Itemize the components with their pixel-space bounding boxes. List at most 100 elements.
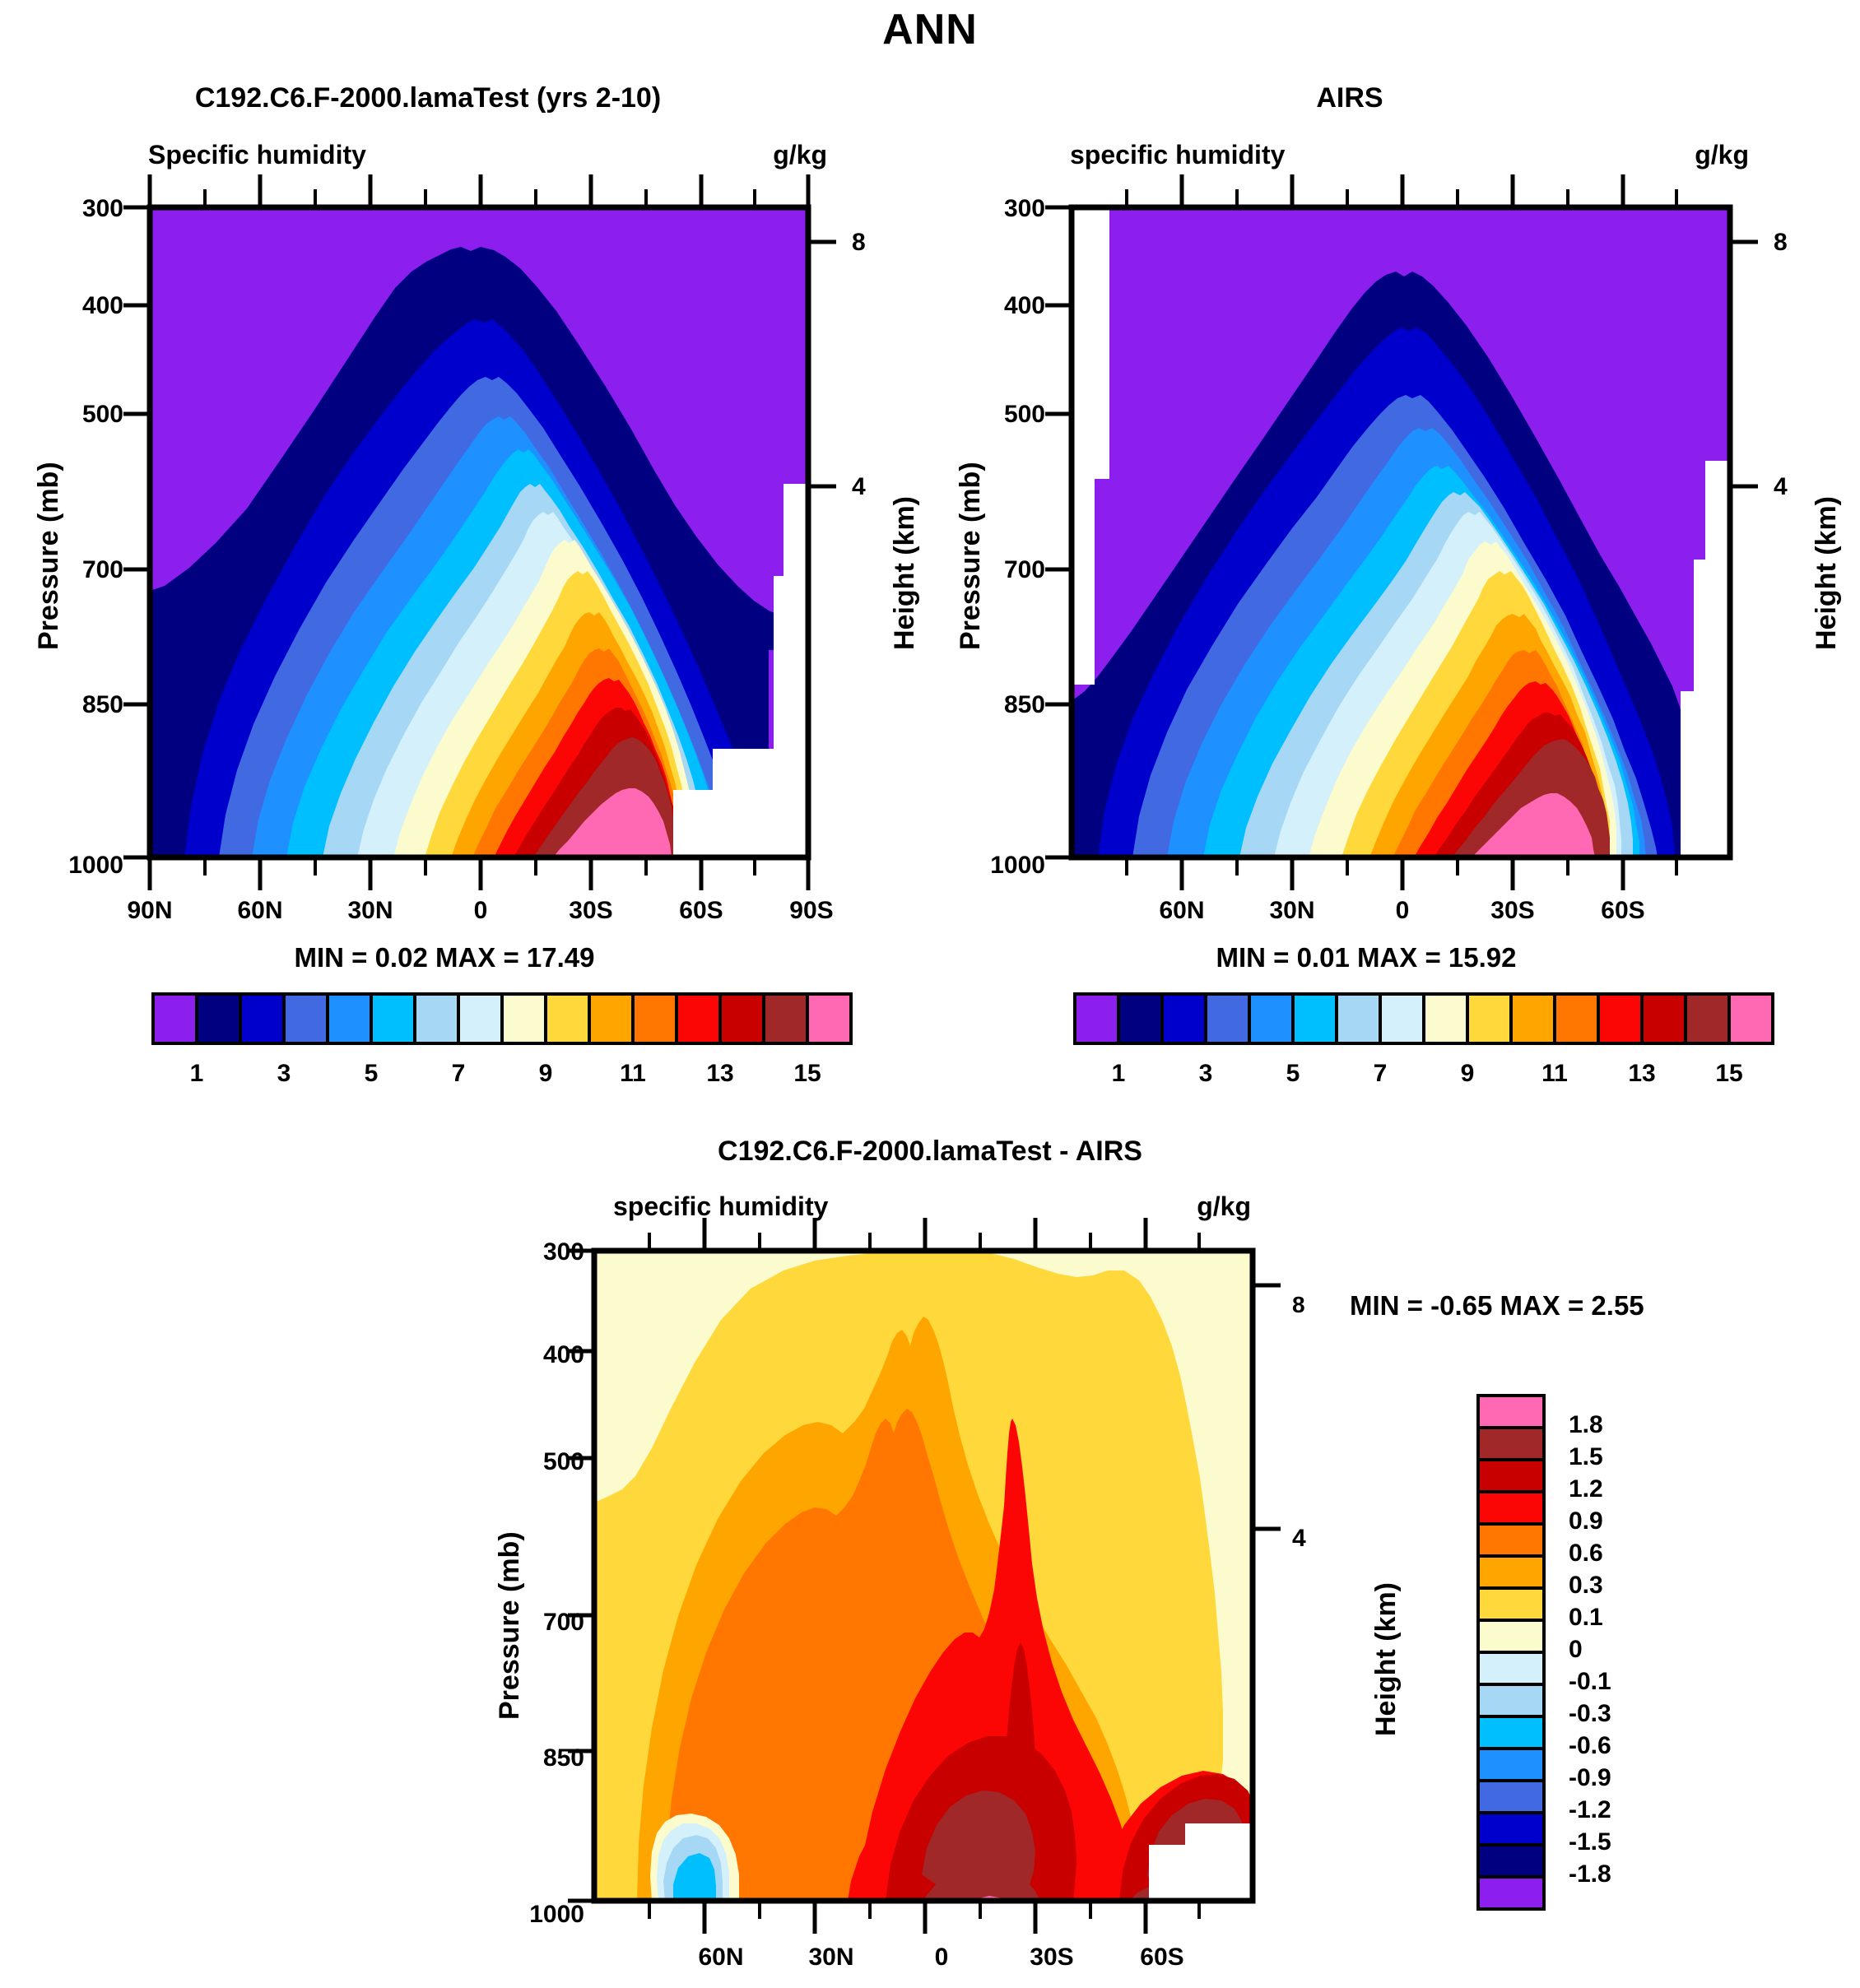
colorbar-swatch[interactable] <box>1476 1426 1546 1461</box>
obs-variable-label: specific humidity <box>1070 140 1286 170</box>
model-contour-plot <box>123 174 836 890</box>
diff-contour-fills <box>594 1251 1253 1901</box>
colorbar-swatch[interactable] <box>1379 992 1425 1045</box>
colorbar-ticklabel: 1 <box>1111 1060 1126 1087</box>
model-axis-ticks <box>123 174 836 890</box>
colorbar-swatch[interactable] <box>675 992 722 1045</box>
colorbar-ticklabel: 13 <box>706 1060 734 1087</box>
colorbar-ticklabel: 13 <box>1628 1060 1656 1087</box>
model-ytick-400: 400 <box>81 292 123 319</box>
diff-ytick-right-4: 4 <box>1292 1525 1306 1552</box>
colorbar-swatch[interactable] <box>806 992 853 1045</box>
model-panel-title: C192.C6.F-2000.lamaTest (yrs 2-10) <box>194 82 662 114</box>
colorbar-ticklabel: 3 <box>277 1060 291 1087</box>
colorbar-ticklabel: 0.6 <box>1569 1540 1603 1567</box>
colorbar-swatch[interactable] <box>718 992 765 1045</box>
colorbar-swatch[interactable] <box>239 992 286 1045</box>
diff-contour-plot <box>568 1218 1281 1934</box>
colorbar-swatch[interactable] <box>1476 1586 1546 1622</box>
colorbar-swatch[interactable] <box>1476 1811 1546 1846</box>
obs-panel-title: AIRS <box>1316 82 1383 114</box>
colorbar-swatch[interactable] <box>1117 992 1164 1045</box>
colorbar-swatch[interactable] <box>1422 992 1469 1045</box>
diff-units-label: g/kg <box>1197 1191 1251 1221</box>
colorbar-ticklabel: 1 <box>189 1060 204 1087</box>
colorbar-ticklabel: 0.3 <box>1569 1572 1603 1599</box>
colorbar-swatch[interactable] <box>1553 992 1600 1045</box>
colorbar-ticklabel: 11 <box>1541 1060 1568 1087</box>
model-units-label: g/kg <box>773 140 827 170</box>
diff-xtick-60N: 60N <box>698 1944 744 1971</box>
obs-ytick-400: 400 <box>1003 292 1045 319</box>
obs-ytick-right-8: 8 <box>1774 229 1788 256</box>
model-xtick-30S: 30S <box>569 897 613 924</box>
colorbar-swatch[interactable] <box>1291 992 1338 1045</box>
colorbar-swatch[interactable] <box>1204 992 1251 1045</box>
colorbar-swatch[interactable] <box>1684 992 1731 1045</box>
obs-ytick-1000: 1000 <box>990 852 1045 879</box>
colorbar-swatch[interactable] <box>1476 1522 1546 1558</box>
colorbar-swatch[interactable] <box>1476 1394 1546 1429</box>
colorbar-swatch[interactable] <box>544 992 591 1045</box>
colorbar-swatch[interactable] <box>1476 1458 1546 1493</box>
colorbar-swatch[interactable] <box>151 992 198 1045</box>
colorbar-swatch[interactable] <box>370 992 416 1045</box>
diff-ytick-500: 500 <box>542 1448 584 1475</box>
colorbar-swatch[interactable] <box>1248 992 1295 1045</box>
colorbar-swatch[interactable] <box>1597 992 1644 1045</box>
colorbar-swatch[interactable] <box>631 992 678 1045</box>
colorbar-swatch[interactable] <box>1073 992 1120 1045</box>
colorbar-ticklabel: 3 <box>1198 1060 1213 1087</box>
diff-panel-title: C192.C6.F-2000.lamaTest - AIRS <box>718 1136 1142 1167</box>
diff-axis-ticks <box>568 1218 1281 1934</box>
diff-ytick-1000: 1000 <box>529 1901 584 1928</box>
colorbar-swatch[interactable] <box>1476 1619 1546 1654</box>
colorbar-ticklabel: 9 <box>1460 1060 1475 1087</box>
colorbar-swatch[interactable] <box>1476 1843 1546 1879</box>
colorbar-swatch[interactable] <box>326 992 373 1045</box>
colorbar-swatch[interactable] <box>1476 1651 1546 1686</box>
colorbar-swatch[interactable] <box>1476 1715 1546 1750</box>
diff-colorbar[interactable] <box>1473 1391 1580 1917</box>
diff-xtick-60S: 60S <box>1140 1944 1184 1971</box>
diff-ytick-right-8: 8 <box>1292 1292 1305 1317</box>
colorbar-swatch[interactable] <box>1727 992 1774 1045</box>
model-ytick-700: 700 <box>81 556 123 583</box>
model-ytick-1000: 1000 <box>68 852 123 879</box>
colorbar-swatch[interactable] <box>1476 1779 1546 1814</box>
colorbar-ticklabel: 5 <box>1286 1060 1300 1087</box>
colorbar-swatch[interactable] <box>195 992 242 1045</box>
colorbar-ticklabel: 11 <box>620 1060 646 1087</box>
obs-colorbar[interactable] <box>1073 992 1774 1045</box>
colorbar-swatch[interactable] <box>1509 992 1556 1045</box>
colorbar-swatch[interactable] <box>1335 992 1382 1045</box>
colorbar-ticklabel: -1.2 <box>1569 1796 1611 1823</box>
diff-minmax: MIN = -0.65 MAX = 2.55 <box>1350 1290 1644 1321</box>
colorbar-swatch[interactable] <box>1476 1747 1546 1782</box>
colorbar-swatch[interactable] <box>1476 1875 1546 1911</box>
colorbar-swatch[interactable] <box>1640 992 1687 1045</box>
colorbar-swatch[interactable] <box>1466 992 1513 1045</box>
model-minmax: MIN = 0.02 MAX = 17.49 <box>294 942 595 973</box>
model-variable-label: Specific humidity <box>148 140 366 170</box>
colorbar-swatch[interactable] <box>1476 1683 1546 1718</box>
colorbar-swatch[interactable] <box>1160 992 1207 1045</box>
colorbar-swatch[interactable] <box>588 992 635 1045</box>
colorbar-swatch[interactable] <box>282 992 329 1045</box>
colorbar-swatch[interactable] <box>1476 1490 1546 1526</box>
colorbar-swatch[interactable] <box>500 992 547 1045</box>
diff-ylabel-right: Height (km) <box>1370 1582 1402 1736</box>
colorbar-swatch[interactable] <box>762 992 809 1045</box>
colorbar-swatch[interactable] <box>413 992 460 1045</box>
obs-ytick-850: 850 <box>1003 691 1045 718</box>
obs-contour-fills <box>1072 207 1730 857</box>
model-colorbar[interactable] <box>151 992 853 1045</box>
obs-ytick-700: 700 <box>1003 556 1045 583</box>
colorbar-ticklabel: 0.9 <box>1569 1507 1603 1535</box>
colorbar-swatch[interactable] <box>457 992 504 1045</box>
colorbar-ticklabel: 7 <box>1373 1060 1388 1087</box>
colorbar-ticklabel: 1.5 <box>1569 1443 1603 1470</box>
colorbar-swatch[interactable] <box>1476 1554 1546 1590</box>
obs-xtick-60S: 60S <box>1601 897 1645 924</box>
